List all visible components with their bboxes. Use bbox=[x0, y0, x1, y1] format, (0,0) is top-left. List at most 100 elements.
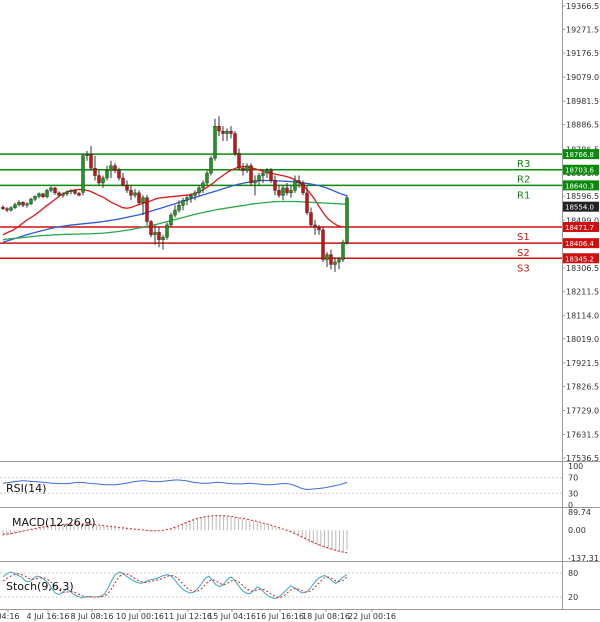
candle-body bbox=[201, 182, 205, 189]
price-tick-label: 19176.5 bbox=[566, 49, 599, 58]
candle-body bbox=[121, 177, 125, 186]
candle-body bbox=[257, 175, 261, 181]
macd-tick-label: 89.74 bbox=[568, 508, 591, 517]
rsi-tick-label: 30 bbox=[568, 489, 578, 498]
candle-body bbox=[77, 193, 81, 196]
pivot-tag-r1 bbox=[563, 180, 599, 191]
candle-body bbox=[57, 192, 61, 196]
candle-body bbox=[1, 206, 5, 209]
stoch-tick-label: 20 bbox=[568, 593, 578, 602]
candle-body bbox=[49, 187, 53, 191]
pivot-tag-value: 18766.8 bbox=[565, 151, 594, 159]
price-tick-label: 19271.5 bbox=[566, 25, 599, 34]
candle-body bbox=[73, 190, 77, 194]
candle-body bbox=[89, 154, 93, 169]
time-tick-label: 16 Jul 16:16 bbox=[256, 612, 304, 621]
time-tick-label: 10 Jul 00:16 bbox=[116, 612, 164, 621]
price-tick-label: 17921.5 bbox=[566, 359, 599, 368]
candle-body bbox=[93, 167, 97, 176]
candle-body bbox=[341, 242, 345, 260]
pivot-tag-value: 18703.6 bbox=[565, 167, 594, 175]
candle-body bbox=[197, 187, 201, 194]
price-tick-label: 18114.0 bbox=[566, 311, 599, 320]
candle-body bbox=[105, 170, 109, 179]
current-price-tag bbox=[563, 201, 599, 212]
candle-body bbox=[253, 180, 257, 184]
price-tick-label: 18981.5 bbox=[566, 97, 599, 106]
candle-body bbox=[153, 232, 157, 236]
time-tick-label: 4 Jul 16:16 bbox=[27, 612, 70, 621]
candle-body bbox=[157, 232, 161, 240]
candle-body bbox=[169, 214, 173, 226]
candle-body bbox=[53, 187, 57, 194]
candle-body bbox=[301, 182, 305, 194]
pivot-tag-r3 bbox=[563, 149, 599, 160]
candle-body bbox=[69, 190, 73, 193]
candle-body bbox=[233, 133, 237, 154]
candle-body bbox=[189, 195, 193, 198]
price-tick-label: 17536.5 bbox=[566, 454, 599, 463]
pivot-label-r3: R3 bbox=[517, 159, 530, 170]
candle-body bbox=[305, 192, 309, 213]
price-tick-label: 18306.5 bbox=[566, 264, 599, 273]
candle-body bbox=[209, 158, 213, 174]
candle-body bbox=[221, 130, 225, 134]
candle-body bbox=[193, 192, 197, 196]
price-tick-label: 17631.5 bbox=[566, 431, 599, 440]
candle-body bbox=[265, 170, 269, 174]
candle-body bbox=[133, 192, 137, 196]
candle-body bbox=[5, 208, 9, 211]
time-tick-label: 15 Jul 04:16 bbox=[208, 612, 256, 621]
candle-body bbox=[333, 261, 337, 265]
candle-body bbox=[229, 130, 233, 134]
candle-body bbox=[273, 180, 277, 191]
candle-body bbox=[217, 125, 221, 132]
candle-body bbox=[337, 259, 341, 263]
candle-body bbox=[13, 204, 17, 208]
candle-body bbox=[281, 187, 285, 196]
candle-body bbox=[129, 190, 133, 196]
pivot-label-r1: R1 bbox=[517, 190, 530, 201]
stoch-k-line bbox=[2, 571, 348, 600]
candle-body bbox=[161, 237, 165, 240]
candle-body bbox=[297, 180, 301, 184]
pivot-tag-s1 bbox=[563, 222, 599, 233]
candle-body bbox=[317, 227, 321, 231]
macd-title: MACD(12,26,9) bbox=[12, 516, 96, 529]
rsi-title: RSI(14) bbox=[6, 482, 46, 495]
rsi-tick-label: 0 bbox=[568, 501, 573, 510]
moving-average-blue bbox=[2, 179, 348, 243]
candle-body bbox=[41, 193, 45, 198]
candle-body bbox=[165, 224, 169, 238]
pivot-tag-value: 18640.3 bbox=[565, 182, 594, 190]
stoch-title: Stoch(9,6,3) bbox=[6, 580, 74, 593]
rsi-tick-label: 70 bbox=[568, 474, 578, 483]
candle-body bbox=[237, 153, 241, 169]
candle-body bbox=[117, 170, 121, 179]
candle-body bbox=[17, 202, 21, 205]
pivot-tag-value: 18345.2 bbox=[565, 255, 594, 263]
pivot-tag-s3 bbox=[563, 253, 599, 264]
price-tick-label: 18596.5 bbox=[566, 192, 599, 201]
candle-body bbox=[277, 190, 281, 196]
stoch-tick-label: 80 bbox=[568, 569, 578, 578]
current-price-value: 18554.0 bbox=[565, 204, 594, 212]
candle-body bbox=[245, 165, 249, 171]
pivot-tag-value: 18471.7 bbox=[565, 224, 594, 232]
candle-body bbox=[285, 187, 289, 194]
price-tick-label: 19079.0 bbox=[566, 73, 599, 82]
candle-body bbox=[321, 229, 325, 260]
candle-body bbox=[45, 190, 49, 198]
price-tick-label: 17826.5 bbox=[566, 382, 599, 391]
candle-body bbox=[325, 254, 329, 260]
time-tick-label: 22 Jul 00:16 bbox=[348, 612, 396, 621]
pivot-tag-s2 bbox=[563, 238, 599, 249]
candle-body bbox=[225, 130, 229, 134]
candle-body bbox=[329, 254, 333, 265]
candle-body bbox=[249, 165, 253, 184]
candle-body bbox=[125, 185, 129, 191]
time-tick-label: 18 Jul 08:16 bbox=[302, 612, 350, 621]
candle-body bbox=[205, 172, 209, 184]
rsi-tick-label: 100 bbox=[568, 462, 583, 471]
